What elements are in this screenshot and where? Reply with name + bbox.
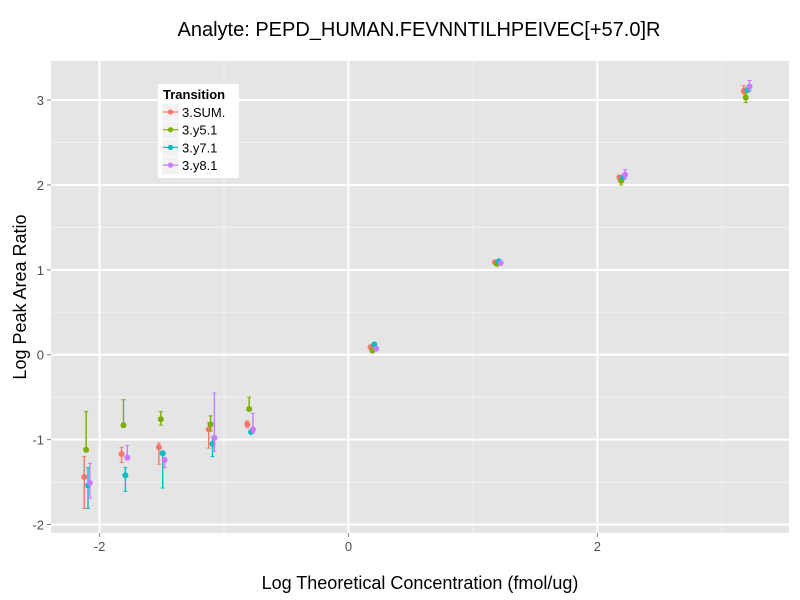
data-point <box>83 446 90 453</box>
legend-key-point <box>167 109 174 115</box>
data-point <box>159 450 166 457</box>
y-tick-label: -1 <box>32 433 44 448</box>
data-point <box>742 94 749 101</box>
x-axis-title: Log Theoretical Concentration (fmol/ug) <box>262 573 579 593</box>
legend-key-point <box>167 162 174 168</box>
data-point <box>246 406 253 413</box>
legend-entry: 3.y5.1 <box>162 121 217 139</box>
x-axis: -2 0 2 <box>94 533 601 554</box>
data-point <box>155 444 162 451</box>
series-3.y5.1 <box>83 92 749 453</box>
data-point <box>124 454 131 461</box>
series-layer <box>81 80 753 509</box>
data-point <box>211 434 218 441</box>
legend-entry: 3.SUM. <box>162 104 225 121</box>
data-point <box>497 260 504 267</box>
y-tick-label: 1 <box>37 263 44 278</box>
y-tick-label: -2 <box>32 518 44 533</box>
legend-entry: 3.y7.1 <box>162 139 217 157</box>
x-tick-label: -2 <box>94 539 106 554</box>
y-axis-title: Log Peak Area Ratio <box>10 214 30 379</box>
x-tick-label: 0 <box>345 539 352 554</box>
data-point <box>81 473 88 480</box>
legend-title: Transition <box>163 87 225 102</box>
legend-label: 3.y7.1 <box>182 140 217 155</box>
data-point <box>622 171 629 178</box>
data-point <box>746 83 753 90</box>
y-tick-label: 2 <box>37 178 44 193</box>
legend-entries: 3.SUM. 3.y5.1 3.y7.1 3.y8.1 <box>162 104 225 175</box>
legend: Transition 3.SUM. 3.y5.1 3.y7.1 3.y8.1 <box>158 84 239 178</box>
legend-entry: 3.y8.1 <box>162 157 217 175</box>
legend-label: 3.y8.1 <box>182 158 217 173</box>
data-point <box>118 451 125 458</box>
chart-title: Analyte: PEPD_HUMAN.FEVNNTILHPEIVEC[+57.… <box>178 19 661 41</box>
data-point <box>249 426 256 433</box>
x-tick-label: 2 <box>594 539 601 554</box>
series-3.y8.1 <box>86 80 753 499</box>
data-point <box>244 421 251 428</box>
data-point <box>120 422 127 429</box>
y-tick-label: 0 <box>37 348 44 363</box>
y-tick-label: 3 <box>37 93 44 108</box>
legend-key-point <box>167 144 174 150</box>
data-point <box>373 345 380 352</box>
y-axis: -2 -1 0 1 2 3 <box>32 93 51 533</box>
legend-key-point <box>167 127 174 133</box>
legend-label: 3.y5.1 <box>182 123 217 138</box>
data-point <box>157 416 164 423</box>
data-point <box>86 479 93 486</box>
data-point <box>122 472 129 479</box>
legend-label: 3.SUM. <box>182 105 225 120</box>
data-point <box>161 456 168 463</box>
data-point <box>207 421 214 428</box>
major-gridlines <box>51 61 789 533</box>
